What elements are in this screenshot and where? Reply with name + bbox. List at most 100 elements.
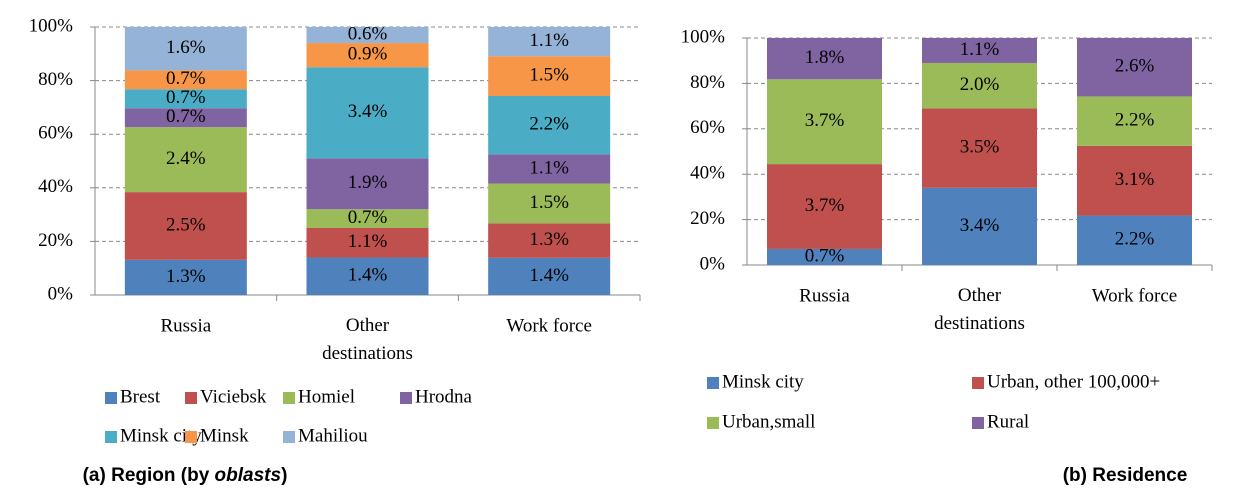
legend-swatch — [283, 431, 295, 443]
x-tick-label: Russia — [799, 285, 850, 306]
bar-segment — [306, 27, 429, 44]
bar-segment — [306, 67, 429, 159]
bar-segment — [488, 183, 611, 224]
data-label: 1.8% — [805, 47, 845, 68]
data-label: 3.7% — [805, 195, 845, 216]
data-label: 1.6% — [166, 37, 206, 58]
data-label: 0.7% — [166, 106, 206, 127]
data-label: 2.6% — [1115, 56, 1155, 77]
bar-segment — [124, 70, 247, 90]
y-tick-label: 20% — [38, 230, 73, 251]
data-label: 1.4% — [529, 265, 569, 286]
bar-segment — [306, 209, 429, 228]
legend-label: Minsk city — [120, 425, 202, 446]
bar-segment — [306, 158, 429, 210]
bar-segment — [767, 164, 882, 249]
legend-swatch — [707, 417, 719, 429]
data-label: 0.7% — [166, 68, 206, 89]
legend-label: Homiel — [298, 386, 355, 407]
bar-segment — [306, 228, 429, 258]
bar-segment — [1077, 38, 1192, 97]
y-tick-label: 80% — [690, 72, 725, 93]
data-label: 2.2% — [529, 114, 569, 135]
x-tick-label: Russia — [160, 315, 211, 336]
legend-swatch — [105, 392, 117, 404]
legend-label: Urban,small — [722, 411, 815, 432]
y-tick-label: 40% — [690, 163, 725, 184]
bar-segment — [488, 27, 611, 57]
data-label: 2.0% — [960, 74, 1000, 95]
data-label: 0.9% — [348, 43, 388, 64]
legend-label: Urban, other 100,000+ — [987, 371, 1160, 392]
caption: (b) Residence — [1063, 465, 1188, 486]
data-label: 3.4% — [348, 101, 388, 122]
bar-segment — [488, 95, 611, 155]
legend-label: Brest — [120, 386, 161, 407]
y-tick-label: 20% — [690, 208, 725, 229]
bar-segment — [124, 108, 247, 128]
y-tick-label: 0% — [700, 253, 726, 274]
bar-segment — [1077, 96, 1192, 146]
y-tick-label: 100% — [29, 15, 74, 36]
data-label: 1.9% — [348, 172, 388, 193]
data-label: 1.1% — [529, 30, 569, 51]
data-label: 2.2% — [1115, 229, 1155, 250]
data-label: 3.7% — [805, 110, 845, 131]
x-tick-label: Work force — [506, 315, 592, 336]
data-label: 1.5% — [529, 192, 569, 213]
bar-segment — [922, 108, 1037, 188]
legend-swatch — [972, 417, 984, 429]
data-label: 0.7% — [166, 87, 206, 108]
bar-segment — [922, 38, 1037, 63]
x-tick-label: Other destinations — [934, 285, 1025, 334]
data-label: 3.5% — [960, 136, 1000, 157]
caption: (a) Region (by oblasts) — [83, 465, 288, 486]
legend-label: Minsk city — [722, 371, 804, 392]
data-label: 3.4% — [960, 215, 1000, 236]
legend-swatch — [707, 377, 719, 389]
bar-segment — [124, 27, 247, 71]
caption-part: ) — [281, 465, 287, 486]
legend-swatch — [185, 392, 197, 404]
bar-segment — [767, 79, 882, 165]
bar-segment — [1077, 215, 1192, 265]
legend-swatch — [283, 392, 295, 404]
bar-segment — [767, 38, 882, 80]
y-tick-label: 100% — [681, 26, 726, 47]
y-tick-label: 0% — [48, 283, 74, 304]
data-label: 3.1% — [1115, 169, 1155, 190]
data-label: 1.1% — [529, 157, 569, 178]
legend-swatch — [105, 431, 117, 443]
data-label: 2.5% — [166, 214, 206, 235]
data-label: 1.3% — [529, 229, 569, 250]
x-tick-label: Work force — [1092, 285, 1178, 306]
data-label: 1.3% — [166, 266, 206, 287]
caption-part: (a) Region (by — [83, 465, 215, 486]
data-label: 1.1% — [960, 39, 1000, 60]
bar-segment — [922, 187, 1037, 265]
bar-segment — [1077, 145, 1192, 216]
data-label: 1.5% — [529, 64, 569, 85]
legend-label: Mahiliou — [298, 425, 368, 446]
data-label: 2.4% — [166, 148, 206, 169]
bar-segment — [922, 62, 1037, 109]
data-label: 1.1% — [348, 231, 388, 252]
legend-label: Minsk — [200, 425, 249, 446]
caption-part: oblasts — [215, 465, 282, 486]
x-tick-label: Other destinations — [322, 315, 413, 364]
bar-segment — [124, 89, 247, 109]
legend-label: Hrodna — [415, 386, 473, 407]
bar-segment — [488, 154, 611, 184]
bar-segment — [124, 192, 247, 260]
legend-swatch — [972, 377, 984, 389]
bar-segment — [767, 248, 882, 265]
data-label: 0.6% — [348, 23, 388, 44]
data-label: 0.7% — [348, 207, 388, 228]
legend-label: Viciebsk — [200, 386, 267, 407]
y-tick-label: 60% — [690, 117, 725, 138]
bar-segment — [488, 56, 611, 96]
bar-segment — [124, 259, 247, 295]
y-tick-label: 80% — [38, 69, 73, 90]
caption-part: (b) Residence — [1063, 465, 1188, 486]
